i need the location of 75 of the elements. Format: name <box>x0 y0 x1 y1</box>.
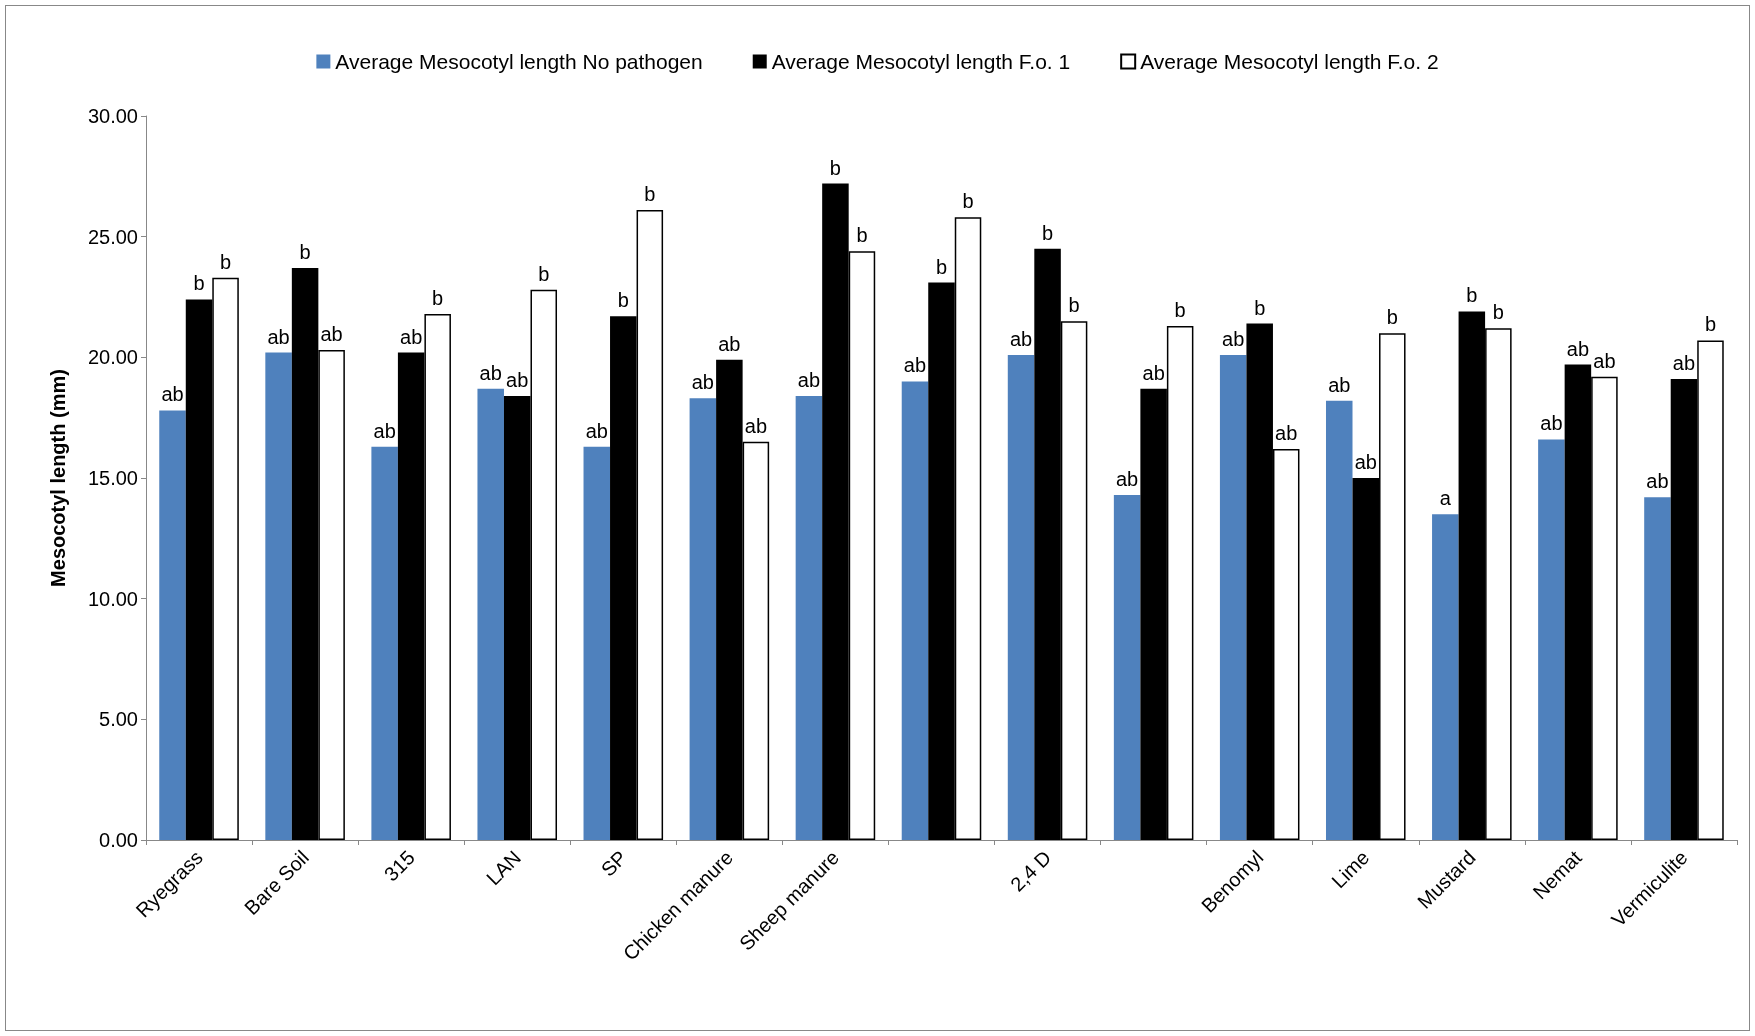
data-label: ab <box>1328 373 1351 396</box>
data-label: ab <box>1646 470 1669 493</box>
bar <box>371 446 398 840</box>
data-label: ab <box>1672 352 1696 375</box>
x-tick-label: 2,4 D <box>1006 846 1056 896</box>
data-label: ab <box>718 332 741 355</box>
data-label: b <box>1466 284 1478 307</box>
bar <box>795 395 823 840</box>
bar <box>159 410 186 840</box>
bar <box>1007 354 1035 840</box>
bar <box>583 446 611 840</box>
data-label: ab <box>267 325 290 348</box>
bar <box>1113 494 1141 840</box>
x-tick-label: SP <box>596 846 632 881</box>
data-label: ab <box>1009 327 1033 350</box>
data-label: ab <box>1275 422 1298 445</box>
y-axis-title: Mesocotyl length (mm) <box>47 369 69 587</box>
data-label: ab <box>1115 467 1139 490</box>
legend-label: Average Mesocotyl length No pathogen <box>335 50 703 73</box>
data-label: b <box>644 183 656 206</box>
bar <box>1219 354 1247 840</box>
bar <box>1644 497 1671 840</box>
bar <box>1432 514 1459 840</box>
data-label: ab <box>1540 412 1563 435</box>
legend-label: Average Mesocotyl length F.o. 1 <box>771 50 1071 73</box>
x-tick-label: 315 <box>379 846 419 886</box>
data-label: ab <box>585 419 608 442</box>
data-label: ab <box>400 325 423 348</box>
bar <box>265 352 292 840</box>
data-label: b <box>1254 296 1266 319</box>
legend-label: Average Mesocotyl length F.o. 2 <box>1140 50 1439 73</box>
data-label: ab <box>373 419 396 442</box>
data-label: b <box>829 156 841 179</box>
data-label: ab <box>479 361 502 384</box>
y-tick-label: 10.00 <box>87 587 138 610</box>
data-label: a <box>1439 487 1452 510</box>
bar <box>1325 400 1353 840</box>
data-label: b <box>193 272 205 295</box>
x-tick-label: Bare Soil <box>239 846 313 920</box>
data-label: ab <box>161 383 184 406</box>
data-label: b <box>1704 313 1717 336</box>
data-label: b <box>219 250 232 273</box>
data-label: b <box>1386 306 1398 329</box>
data-label: b <box>962 190 974 213</box>
data-label: b <box>935 255 948 278</box>
bar <box>477 388 504 840</box>
bar <box>901 381 929 840</box>
data-label: ab <box>797 368 821 391</box>
data-label: ab <box>1142 361 1165 384</box>
data-label: b <box>1068 294 1080 317</box>
y-tick-label: 0.00 <box>99 829 138 851</box>
y-tick-label: 25.00 <box>87 225 138 248</box>
data-label: b <box>1174 298 1186 321</box>
data-label: b <box>432 286 444 309</box>
y-tick-label: 5.00 <box>99 708 138 731</box>
bar <box>1538 439 1565 840</box>
data-label: b <box>856 224 868 247</box>
y-tick-label: 20.00 <box>87 346 138 369</box>
y-tick-label: 15.00 <box>87 467 138 489</box>
data-label: ab <box>1566 337 1590 360</box>
data-label: ab <box>744 414 768 437</box>
data-label: b <box>299 241 311 264</box>
data-label: ab <box>1593 349 1616 372</box>
data-label: ab <box>903 354 927 377</box>
data-label: b <box>1492 301 1504 324</box>
data-label: b <box>1042 221 1054 244</box>
y-tick-label: 30.00 <box>87 105 138 127</box>
data-label: ab <box>691 371 714 394</box>
data-label: ab <box>506 368 529 391</box>
data-label: ab <box>1354 451 1377 473</box>
data-label: b <box>617 289 629 312</box>
data-label: ab <box>320 323 343 346</box>
bar <box>689 398 717 840</box>
data-label: ab <box>1222 327 1245 350</box>
data-label: b <box>538 262 550 285</box>
